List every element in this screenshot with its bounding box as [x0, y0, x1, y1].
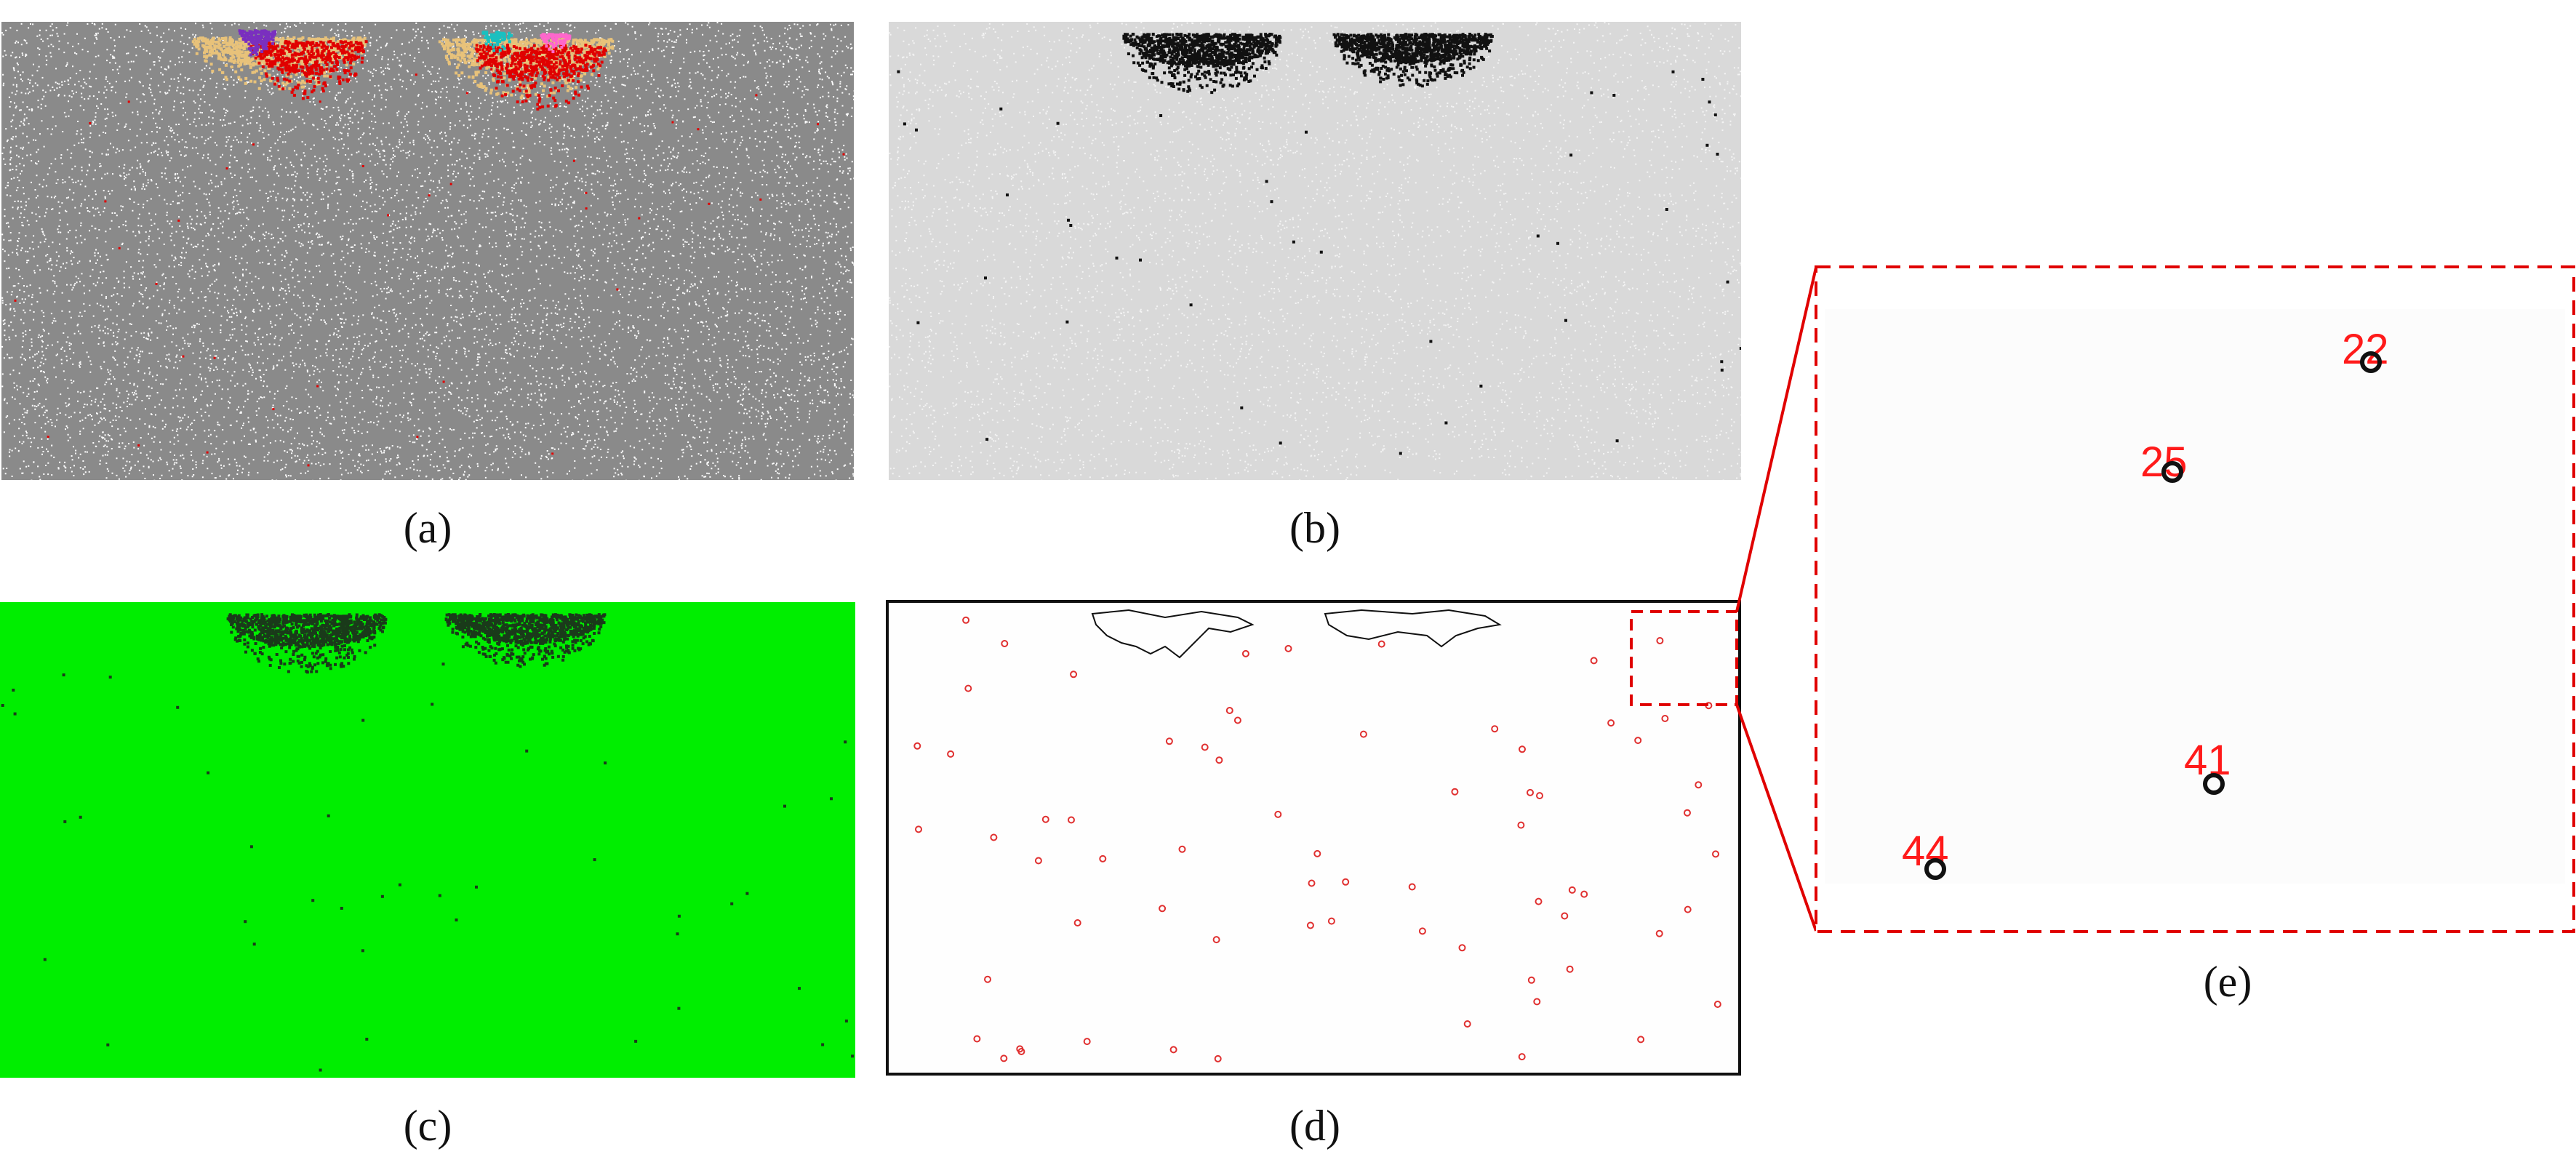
zoom-marker-44: 44 [1902, 828, 1949, 880]
damage-cluster-purple [238, 29, 277, 57]
zoom-marker-22: 22 [2342, 326, 2389, 373]
damage-cluster-pink [540, 33, 572, 53]
isolated-damage [14, 68, 845, 467]
connector-line-top [1735, 267, 1817, 612]
caption-a: (a) [403, 504, 452, 552]
panel-d-canvas [913, 609, 1721, 1062]
panel-a-canvas [1, 22, 854, 480]
damage-markers [913, 616, 1721, 1062]
zoom-inner-area [1825, 309, 2565, 884]
caption-d: (d) [1289, 1102, 1340, 1150]
segment-cluster-left [226, 613, 388, 674]
panel-a-grain-map [1, 22, 854, 480]
ring-icon [2161, 461, 2183, 483]
caption-b: (b) [1289, 504, 1340, 552]
ring-icon [1924, 858, 1946, 880]
ring-icon [2203, 773, 2225, 795]
damage-cluster-cyan [481, 31, 513, 52]
isolated-clusters [897, 70, 1741, 455]
panel-b-canvas [889, 22, 1741, 480]
caption-c: (c) [403, 1102, 452, 1150]
segment-cluster-right [444, 613, 607, 668]
damage-cluster-right-red [475, 44, 607, 111]
panel-c-canvas [1, 613, 855, 1072]
caption-e: (e) [2203, 958, 2252, 1006]
isolated-segments [1, 649, 855, 1072]
zoom-marker-25: 25 [2140, 439, 2188, 486]
panel-d-cluster-outlines [886, 600, 1741, 1076]
ring-icon [2360, 351, 2382, 373]
cluster-outlines [1091, 609, 1502, 659]
zoom-marker-41: 41 [2184, 737, 2231, 795]
panel-e-canvas: 22 25 41 44 [1815, 265, 2575, 933]
panel-b-binary-map [889, 22, 1741, 480]
connector-line-bottom [1735, 704, 1817, 932]
panel-c-segmentation-map [0, 602, 855, 1078]
crack-cluster-right [1332, 33, 1494, 88]
zoom-region-box [1630, 610, 1738, 706]
panel-e-zoom: 22 25 41 44 [1815, 265, 2575, 933]
damage-cluster-left-red [249, 40, 368, 100]
crack-cluster-left [1122, 33, 1282, 95]
